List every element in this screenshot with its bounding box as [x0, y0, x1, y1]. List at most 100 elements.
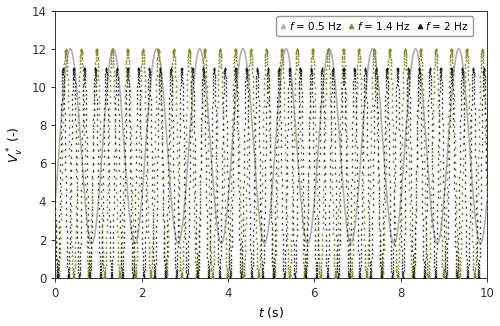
$f$ = 2 Hz [162, 257, 170, 262]
$f$ = 1.4 Hz [259, 137, 267, 142]
$f$ = 2 Hz [270, 252, 278, 257]
$f$ = 1.4 Hz [96, 118, 104, 123]
$f$ = 1.4 Hz [460, 101, 468, 106]
$f$ = 2 Hz [286, 78, 294, 83]
$f$ = 2 Hz [329, 67, 337, 72]
$f$ = 2 Hz [437, 71, 445, 76]
$f$ = 1.4 Hz [192, 268, 200, 273]
$f$ = 2 Hz [235, 208, 243, 213]
$f$ = 1.4 Hz [118, 210, 126, 215]
$f$ = 1.4 Hz [390, 200, 398, 206]
$f$ = 2 Hz [300, 237, 308, 242]
$f$ = 1.4 Hz [222, 265, 230, 270]
$f$ = 1.4 Hz [407, 243, 415, 248]
$f$ = 2 Hz [236, 241, 244, 246]
$f$ = 2 Hz [320, 114, 328, 119]
$f$ = 1.4 Hz [418, 67, 426, 72]
$f$ = 2 Hz [482, 160, 490, 165]
$f$ = 1.4 Hz [314, 206, 322, 211]
$f$ = 1.4 Hz [196, 181, 204, 186]
$f$ = 1.4 Hz [174, 210, 182, 215]
$f$ = 2 Hz [398, 238, 406, 244]
$f$ = 2 Hz [81, 74, 89, 79]
$f$ = 1.4 Hz [98, 209, 106, 214]
$f$ = 1.4 Hz [457, 229, 465, 234]
$f$ = 2 Hz [256, 196, 264, 201]
$f$ = 1.4 Hz [124, 47, 132, 52]
$f$ = 2 Hz [328, 82, 336, 87]
$f$ = 1.4 Hz [360, 193, 368, 198]
$f$ = 1.4 Hz [272, 237, 280, 243]
$f$ = 2 Hz [411, 250, 419, 255]
$f$ = 1.4 Hz [160, 258, 168, 263]
$f$ = 1.4 Hz [234, 127, 242, 132]
$f$ = 2 Hz [333, 259, 341, 264]
$f$ = 2 Hz [290, 268, 298, 273]
$f$ = 2 Hz [418, 146, 426, 151]
$f$ = 1.4 Hz [363, 274, 371, 279]
$f$ = 1.4 Hz [316, 275, 324, 280]
$f$ = 2 Hz [344, 272, 352, 277]
$f$ = 1.4 Hz [428, 177, 436, 182]
$f$ = 1.4 Hz [233, 74, 241, 79]
$f$ = 2 Hz [90, 87, 98, 93]
$f$ = 2 Hz [68, 106, 76, 111]
$f$ = 1.4 Hz [404, 97, 411, 102]
$f$ = 1.4 Hz [381, 192, 389, 197]
$f$ = 1.4 Hz [266, 163, 274, 168]
$f$ = 2 Hz [204, 261, 212, 267]
$f$ = 2 Hz [218, 145, 226, 151]
$f$ = 2 Hz [60, 80, 68, 85]
$f$ = 1.4 Hz [118, 244, 126, 249]
$f$ = 2 Hz [418, 178, 426, 184]
$f$ = 1.4 Hz [376, 259, 384, 265]
$f$ = 1.4 Hz [315, 263, 323, 268]
$f$ = 1.4 Hz [410, 268, 418, 273]
$f$ = 2 Hz [288, 144, 296, 149]
$f$ = 2 Hz [468, 112, 475, 117]
$f$ = 2 Hz [394, 71, 402, 76]
$f$ = 2 Hz [218, 133, 226, 138]
$f$ = 1.4 Hz [262, 46, 270, 52]
$f$ = 2 Hz [470, 91, 478, 96]
$f$ = 2 Hz [437, 67, 445, 73]
$f$ = 2 Hz [178, 66, 186, 71]
$f$ = 1.4 Hz [414, 127, 422, 133]
$f$ = 1.4 Hz [395, 246, 403, 251]
$f$ = 1.4 Hz [475, 126, 483, 132]
$f$ = 2 Hz [225, 258, 233, 263]
$f$ = 2 Hz [400, 225, 408, 230]
$f$ = 2 Hz [250, 191, 258, 196]
$f$ = 1.4 Hz [171, 61, 179, 66]
$f$ = 1.4 Hz [296, 114, 304, 120]
$f$ = 1.4 Hz [418, 71, 426, 76]
$f$ = 2 Hz [228, 198, 236, 203]
$f$ = 2 Hz [214, 246, 222, 251]
$f$ = 2 Hz [276, 81, 283, 86]
$f$ = 2 Hz [310, 170, 318, 175]
$f$ = 2 Hz [350, 72, 358, 78]
$f$ = 2 Hz [222, 102, 230, 108]
$f$ = 2 Hz [472, 223, 480, 228]
$f$ = 1.4 Hz [278, 46, 285, 52]
$f$ = 2 Hz [311, 242, 319, 247]
$f$ = 1.4 Hz [244, 123, 252, 128]
$f$ = 2 Hz [112, 66, 120, 71]
$f$ = 1.4 Hz [428, 163, 436, 168]
$f$ = 1.4 Hz [164, 228, 172, 233]
$f$ = 2 Hz [252, 109, 260, 114]
$f$ = 2 Hz [482, 173, 490, 178]
$f$ = 2 Hz [80, 77, 88, 82]
$f$ = 1.4 Hz [197, 138, 205, 143]
$f$ = 2 Hz [299, 163, 307, 169]
$f$ = 2 Hz [320, 170, 328, 176]
$f$ = 1.4 Hz [313, 185, 321, 190]
$f$ = 1.4 Hz [253, 250, 261, 256]
$f$ = 1.4 Hz [114, 264, 122, 270]
$f$ = 1.4 Hz [292, 67, 300, 72]
$f$ = 2 Hz [304, 177, 312, 182]
$f$ = 2 Hz [391, 162, 399, 168]
$f$ = 1.4 Hz [331, 268, 339, 274]
$f$ = 1.4 Hz [343, 150, 351, 155]
$f$ = 1.4 Hz [438, 232, 446, 237]
